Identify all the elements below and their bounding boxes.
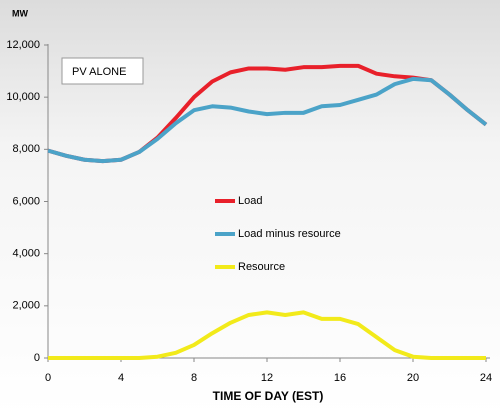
legend-label: Load minus resource (238, 228, 341, 240)
y-tick-label: 12,000 (6, 39, 40, 51)
series-line (47, 76, 488, 164)
y-tick-label: 6,000 (12, 195, 40, 207)
y-tick-label: 2,000 (12, 300, 40, 312)
x-tick-label: 12 (261, 372, 273, 384)
y-axis-label: MW (12, 8, 28, 18)
x-tick-label: 24 (480, 372, 492, 384)
y-tick-label: 8,000 (12, 143, 40, 155)
legend-label: Resource (238, 261, 285, 273)
x-tick-label: 16 (334, 372, 346, 384)
x-axis-label: TIME OF DAY (EST) (213, 389, 324, 403)
legend-label: Load (238, 195, 262, 207)
y-tick-label: 4,000 (12, 248, 40, 260)
y-tick-label: 10,000 (6, 91, 40, 103)
y-tick-label: 0 (34, 352, 40, 364)
x-tick-label: 4 (118, 372, 124, 384)
series-line (48, 310, 486, 360)
x-tick-label: 20 (407, 372, 419, 384)
x-tick-label: 8 (191, 372, 197, 384)
annotation-box (61, 57, 144, 85)
annotation: PV ALONE (72, 66, 126, 78)
x-tick-label: 0 (45, 372, 51, 384)
